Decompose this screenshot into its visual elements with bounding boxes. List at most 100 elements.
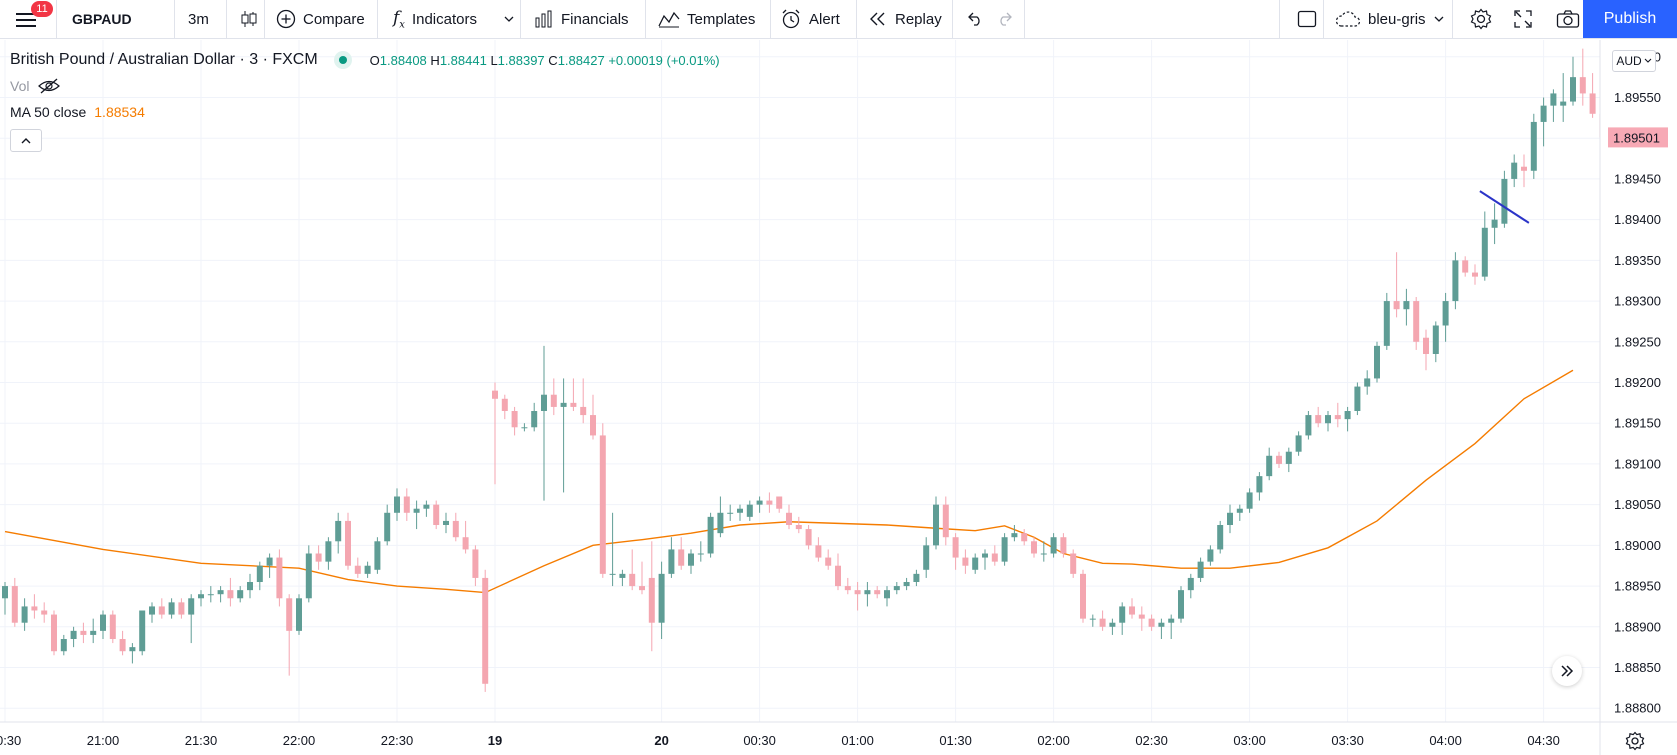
templates-icon [658, 11, 680, 28]
time-tick-label: 02:30 [1135, 733, 1168, 748]
candle-body [893, 586, 900, 591]
time-tick-label: 20:30 [0, 733, 21, 748]
time-tick-label: 20 [654, 733, 668, 748]
candle-body [933, 504, 939, 546]
chevron-down-icon [504, 16, 514, 22]
candle-body [511, 411, 518, 428]
scroll-to-realtime-button[interactable] [1552, 656, 1582, 686]
candle-body [717, 512, 724, 534]
candle-body [207, 594, 214, 596]
time-tick-label: 21:00 [87, 733, 120, 748]
alarm-clock-icon [782, 9, 800, 29]
price-tick-label: 1.89450 [1614, 171, 1661, 186]
candle-body [1393, 301, 1400, 310]
candle-body [1011, 533, 1018, 538]
chart-settings-button[interactable] [1623, 729, 1647, 753]
save-layout-button[interactable]: bleu-gris [1325, 0, 1436, 38]
candle-body [198, 594, 204, 599]
alert-button[interactable]: Alert [770, 0, 850, 38]
symbol-search-button[interactable]: GBPAUD [62, 0, 142, 38]
templates-label: Templates [687, 10, 756, 28]
replay-label: Replay [895, 10, 942, 28]
collapse-legend-button[interactable] [10, 129, 42, 152]
publish-label: Publish [1603, 10, 1657, 27]
menu-button[interactable] [6, 0, 48, 38]
candle-body [1197, 561, 1204, 578]
candle-body [90, 630, 97, 635]
indicators-dropdown[interactable] [498, 0, 520, 38]
candle-body [276, 557, 283, 599]
price-axis-bg [1600, 40, 1677, 722]
series-legend[interactable]: British Pound / Australian Dollar · 3 · … [10, 49, 720, 71]
candle-body [168, 602, 175, 615]
candle-body [394, 496, 400, 513]
indicators-button[interactable]: fx Indicators [383, 0, 487, 38]
compare-button[interactable]: Compare [266, 0, 375, 38]
candle-body [247, 582, 253, 591]
candles [2, 48, 1606, 692]
last-price-marker [1608, 127, 1668, 148]
candle-body [1285, 451, 1292, 464]
candle-body [11, 586, 18, 623]
candle-body [119, 639, 126, 652]
candle-body [805, 529, 812, 546]
price-tick-label: 1.89350 [1614, 253, 1661, 268]
ma-value: 1.88534 [94, 104, 145, 120]
replay-button[interactable]: Replay [858, 0, 952, 38]
candle-body [266, 557, 273, 566]
volume-legend[interactable]: Vol [10, 78, 61, 94]
price-tick-label: 1.89150 [1614, 416, 1661, 431]
financials-button[interactable]: Financials [524, 0, 639, 38]
candle-body [737, 508, 743, 513]
candle-body [1511, 162, 1518, 179]
candle-body [1050, 537, 1057, 554]
eye-crossed-icon[interactable] [38, 78, 61, 94]
time-tick-label: 01:00 [841, 733, 874, 748]
candle-body [531, 411, 538, 428]
candle-body [952, 537, 959, 558]
layout-select-button[interactable] [1287, 0, 1327, 38]
financials-label: Financials [561, 10, 629, 28]
candle-body [1501, 178, 1508, 224]
redo-button[interactable] [986, 0, 1024, 38]
candle-body [1129, 606, 1135, 615]
candle-body [707, 516, 714, 554]
candle-body [31, 606, 38, 611]
candle-body [1560, 101, 1567, 106]
candle-body [1187, 577, 1194, 591]
candle-body [1521, 166, 1527, 171]
fullscreen-button[interactable] [1503, 0, 1543, 38]
currency-selector[interactable]: AUD [1612, 50, 1656, 72]
volume-label: Vol [10, 78, 30, 94]
ma-layer [4, 369, 1574, 594]
candle-body [913, 573, 920, 582]
time-tick-label: 03:30 [1331, 733, 1364, 748]
templates-button[interactable]: Templates [648, 0, 765, 38]
candle-body [41, 610, 48, 615]
candle-body [1246, 492, 1253, 509]
candle-body [619, 573, 626, 578]
price-tick-label: 1.88800 [1614, 701, 1661, 716]
chart-type-button[interactable] [229, 0, 269, 38]
candle-body [903, 582, 910, 587]
price-tick-label: 1.88850 [1614, 660, 1661, 675]
candle-body [1589, 93, 1596, 114]
interval-button[interactable]: 3m [178, 0, 219, 38]
candle-body [1570, 77, 1576, 102]
price-tick-label: 1.88950 [1614, 579, 1661, 594]
change-value: +0.00019 (+0.01%) [608, 52, 720, 68]
undo-button[interactable] [956, 0, 994, 38]
candle-body [1364, 378, 1371, 387]
candle-body [629, 573, 636, 587]
candle-body [590, 415, 596, 436]
ma-legend[interactable]: MA 50 close 1.88534 [10, 104, 145, 120]
settings-button[interactable] [1460, 0, 1502, 38]
candle-body [1070, 553, 1077, 574]
candle-body [472, 549, 479, 578]
screenshot-button[interactable] [1546, 0, 1590, 38]
publish-button[interactable]: Publish [1583, 0, 1677, 38]
candle-body [296, 598, 302, 631]
layout-menu-dropdown[interactable] [1428, 0, 1450, 38]
candle-body [560, 402, 567, 407]
